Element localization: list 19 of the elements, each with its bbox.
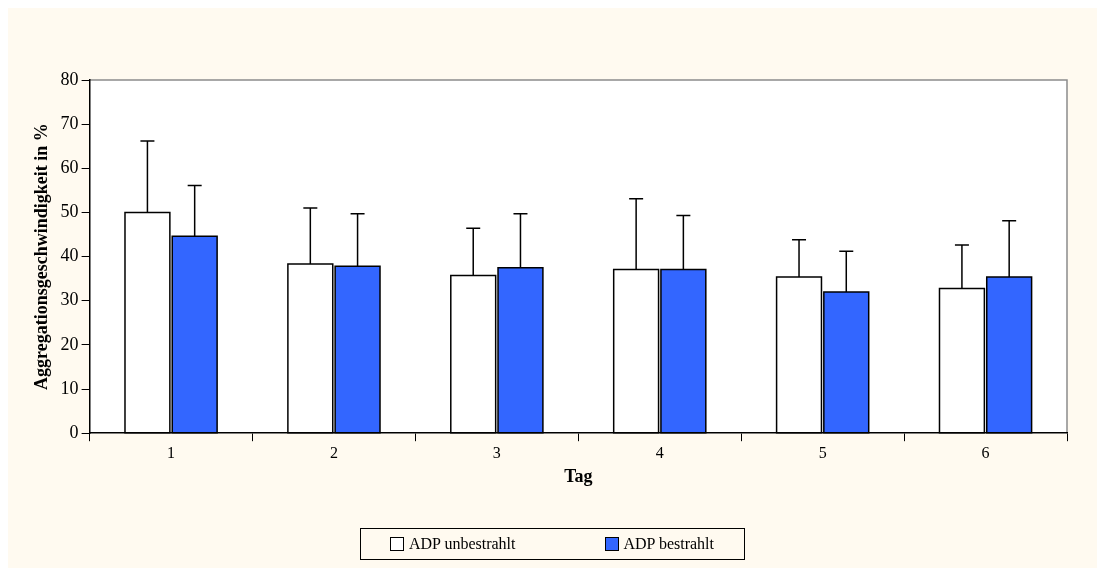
y-tick-label: 80 <box>60 68 79 89</box>
legend-label: ADP unbestrahlt <box>408 535 516 553</box>
y-tick-label: 60 <box>60 157 79 178</box>
y-tick-label: 0 <box>69 421 79 442</box>
x-tick-label: 4 <box>655 444 664 461</box>
y-tick-label: 40 <box>60 245 79 266</box>
x-tick-label: 2 <box>329 444 338 461</box>
x-tick-label: 5 <box>818 444 827 461</box>
x-tick-label: 3 <box>492 444 501 461</box>
y-tick-label: 10 <box>60 377 79 398</box>
y-tick-label: 70 <box>60 112 79 133</box>
y-axis-title: Aggregationsgeschwindigkeit in % <box>31 123 52 390</box>
y-tick-label: 20 <box>60 333 79 354</box>
legend-label: ADP bestrahlt <box>623 535 715 553</box>
x-tick-label: 1 <box>167 444 176 461</box>
x-axis-title: Tag <box>564 465 593 486</box>
x-tick-label: 6 <box>981 444 990 461</box>
y-tick-label: 30 <box>60 289 79 310</box>
y-tick-label: 50 <box>60 201 79 222</box>
